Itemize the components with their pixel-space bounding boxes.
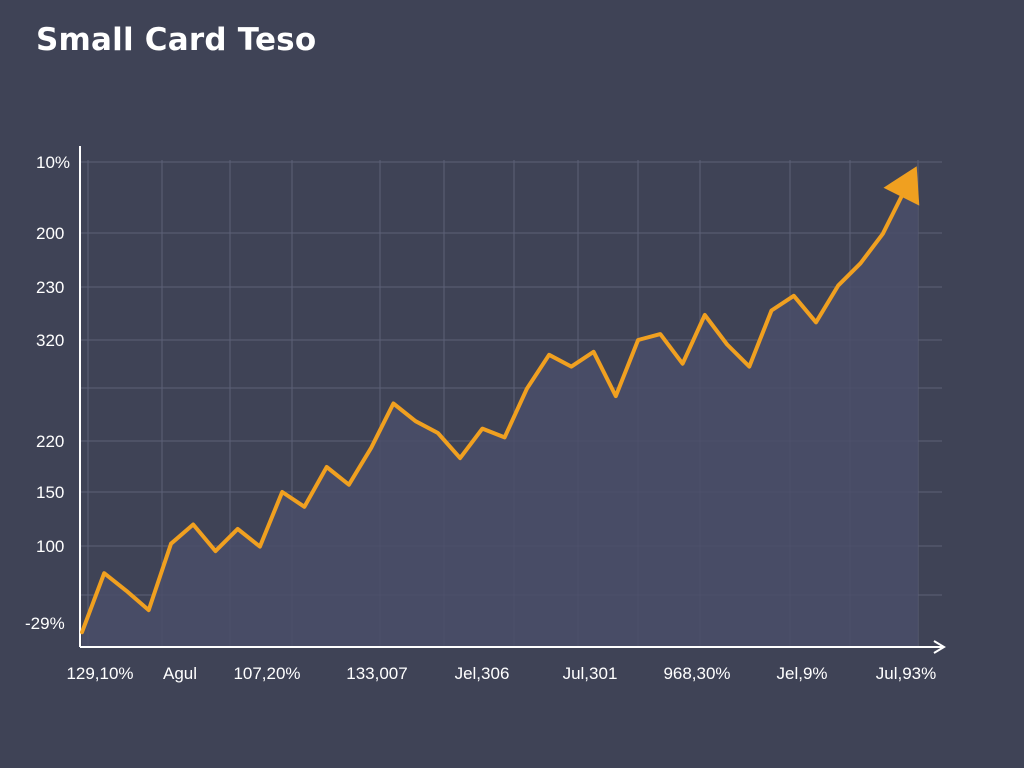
x-tick-label: 968,30% [663, 664, 730, 683]
chart-title: Small Card Teso [36, 22, 317, 58]
y-tick-labels: 10% 200 230 320 220 150 100 -29% [25, 153, 70, 633]
x-tick-label: Jel,9% [776, 664, 827, 683]
x-tick-label: 129,10% [66, 664, 133, 683]
y-tick-label: 230 [36, 278, 64, 297]
x-tick-label: Jul,301 [563, 664, 618, 683]
y-tick-label: 320 [36, 331, 64, 350]
area-fill [82, 189, 918, 647]
x-tick-label: Jel,306 [455, 664, 510, 683]
y-tick-label: 10% [36, 153, 70, 172]
y-tick-label: 100 [36, 537, 64, 556]
x-axis-arrowhead [933, 640, 946, 654]
y-tick-label: -29% [25, 614, 65, 633]
x-tick-label: 133,007 [346, 664, 407, 683]
y-tick-label: 150 [36, 483, 64, 502]
y-tick-label: 200 [36, 224, 64, 243]
y-tick-label: 220 [36, 432, 64, 451]
x-tick-label: 107,20% [233, 664, 300, 683]
x-tick-label: Agul [163, 664, 197, 683]
x-tick-labels: 129,10% Agul 107,20% 133,007 Jel,306 Jul,301 9… [66, 664, 936, 683]
series-line [80, 187, 907, 635]
axes [79, 146, 946, 654]
trend-arrowhead [883, 166, 920, 206]
x-tick-label: Jul,93% [876, 664, 936, 683]
